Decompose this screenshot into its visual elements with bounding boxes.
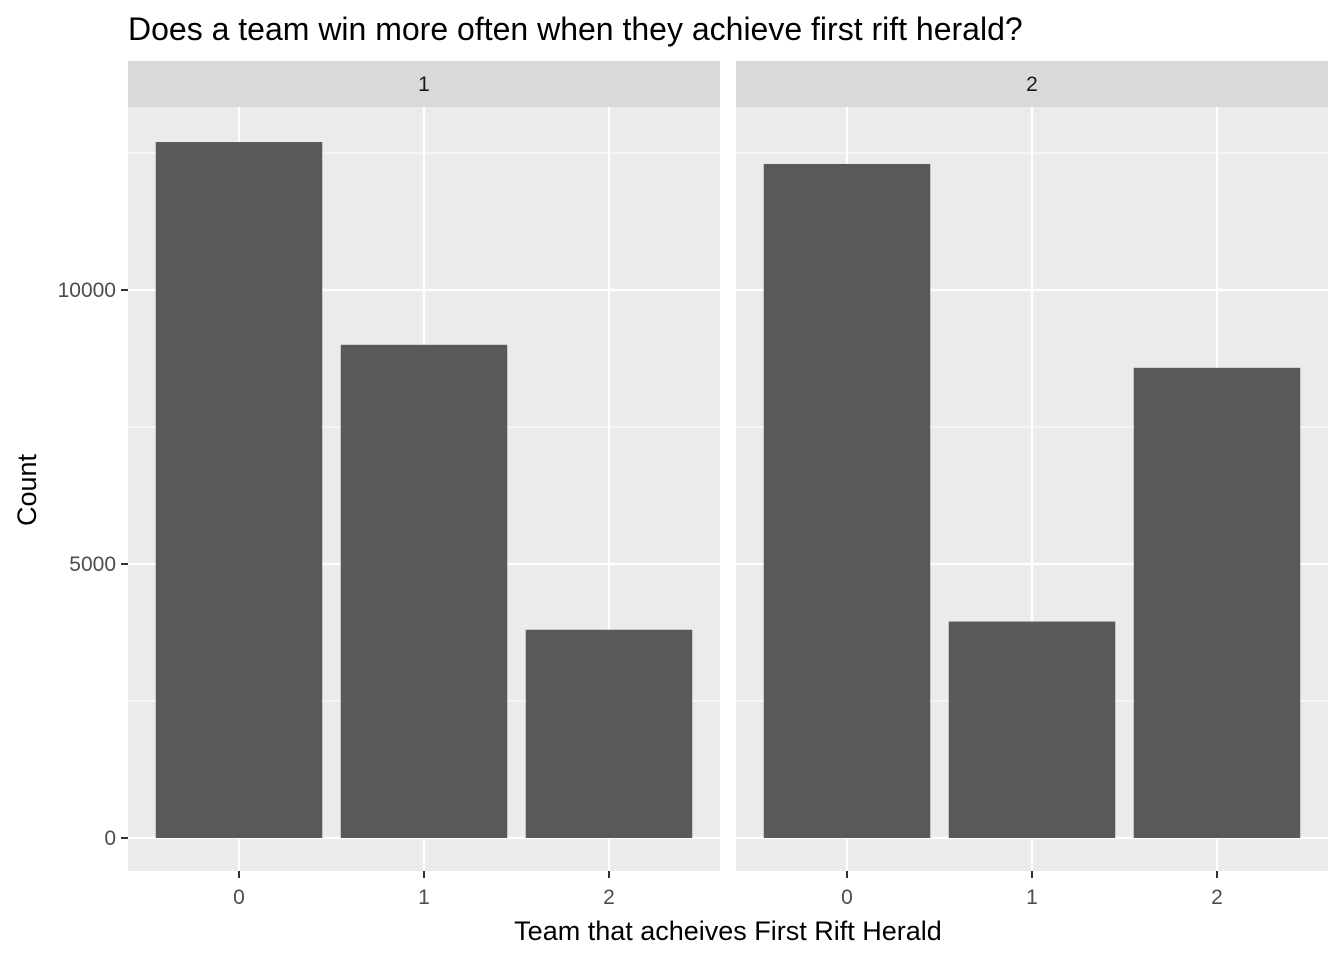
chart-title: Does a team win more often when they ach… <box>128 11 1023 47</box>
y-axis: 0 5000 10000 <box>58 279 128 850</box>
facet-strip-label: 1 <box>418 73 430 96</box>
x-tick-label: 2 <box>1211 886 1223 909</box>
x-tick-label: 1 <box>418 886 430 909</box>
x-tick-label: 0 <box>841 886 853 909</box>
facet-strip-label: 2 <box>1026 73 1038 96</box>
y-tick-label: 5000 <box>69 553 116 576</box>
facet-strip <box>736 61 1328 107</box>
bar-facet2-cat1 <box>948 621 1116 838</box>
x-axis-title: Team that acheives First Rift Herald <box>514 916 942 946</box>
bar-facet1-cat2 <box>525 629 693 838</box>
x-tick-label: 1 <box>1026 886 1038 909</box>
facet-panels: 10 1 220 1 2 <box>128 61 1328 909</box>
facet-panel-1: 1 0 1 2 <box>128 61 720 909</box>
bar-facet2-cat2 <box>1133 367 1301 838</box>
x-tick-label: 0 <box>233 886 245 909</box>
bar-facet1-cat0 <box>155 142 323 839</box>
bar-facet2-cat0 <box>763 163 931 838</box>
facet-strip <box>128 61 720 107</box>
y-axis-title: Count <box>12 453 42 526</box>
y-tick-label: 0 <box>104 827 116 850</box>
y-tick-label: 10000 <box>58 279 116 302</box>
bar-facet1-cat1 <box>340 344 508 838</box>
x-tick-label: 2 <box>603 886 615 909</box>
facet-panel-2: 20 1 2 <box>736 61 1328 909</box>
